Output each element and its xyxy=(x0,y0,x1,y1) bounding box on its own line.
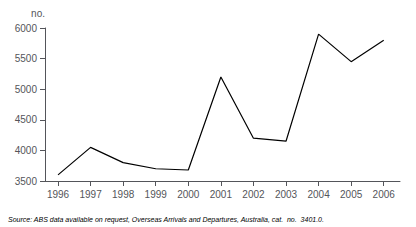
svg-text:3500: 3500 xyxy=(15,176,38,187)
svg-text:6000: 6000 xyxy=(15,23,38,34)
svg-text:2003: 2003 xyxy=(275,189,298,200)
svg-text:1998: 1998 xyxy=(112,189,135,200)
svg-text:1996: 1996 xyxy=(47,189,70,200)
svg-text:4000: 4000 xyxy=(15,145,38,156)
svg-text:2006: 2006 xyxy=(373,189,396,200)
svg-text:2004: 2004 xyxy=(307,189,330,200)
svg-text:2000: 2000 xyxy=(177,189,200,200)
svg-text:no.: no. xyxy=(31,8,45,19)
svg-text:5500: 5500 xyxy=(15,53,38,64)
svg-text:2005: 2005 xyxy=(340,189,363,200)
svg-text:2001: 2001 xyxy=(210,189,233,200)
svg-text:1997: 1997 xyxy=(79,189,102,200)
svg-text:5000: 5000 xyxy=(15,84,38,95)
svg-text:Source: ABS data available on: Source: ABS data available on request, O… xyxy=(8,216,324,224)
svg-text:4500: 4500 xyxy=(15,114,38,125)
svg-text:2002: 2002 xyxy=(242,189,265,200)
svg-text:1999: 1999 xyxy=(145,189,168,200)
